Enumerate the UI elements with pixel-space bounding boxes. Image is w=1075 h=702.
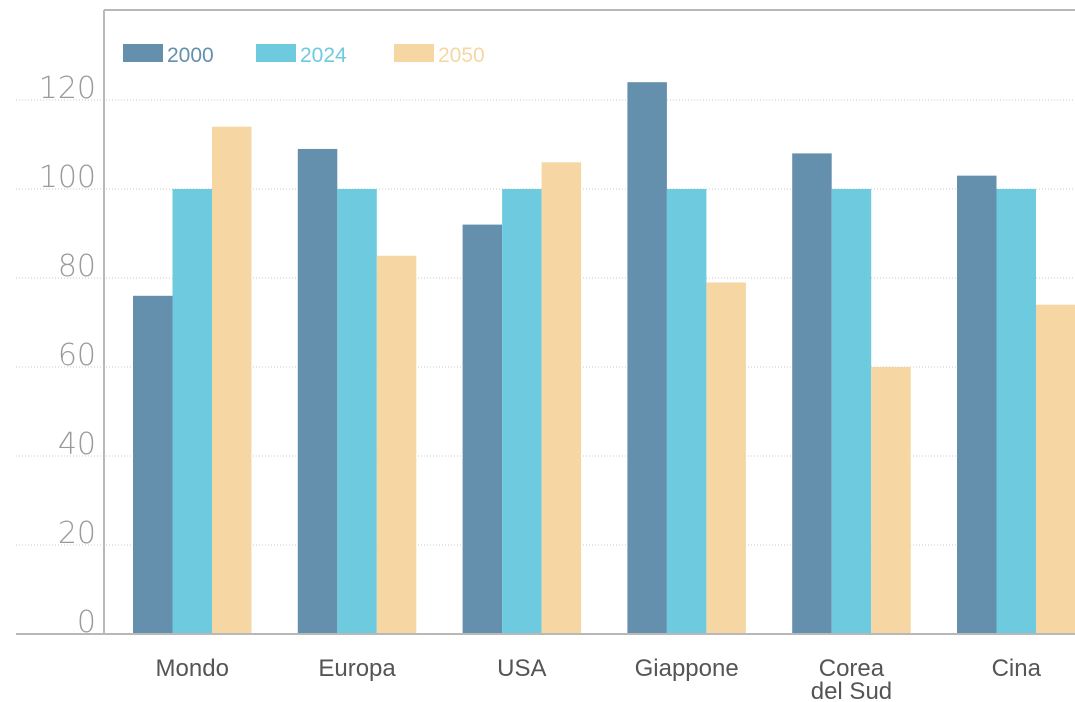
bar-2024-usa (502, 189, 542, 634)
legend-label-2024: 2024 (300, 44, 347, 67)
axes (16, 9, 1075, 635)
bar-2000-corea-del-sud (792, 153, 832, 634)
y-tick-label: 120 (39, 71, 96, 106)
x-tick-label: Cina (992, 655, 1042, 682)
x-tick-label: Mondo (156, 655, 229, 682)
y-tick-label: 80 (58, 249, 96, 284)
x-tick-label: Europa (318, 655, 396, 682)
legend-label-2050: 2050 (438, 44, 485, 67)
bar-2024-corea-del-sud (831, 189, 872, 634)
bar-2050-corea-del-sud (871, 367, 911, 634)
legend-label-2000: 2000 (167, 44, 214, 67)
y-tick-label: 60 (58, 338, 96, 373)
x-tick-label: Corea del Sud (811, 655, 892, 702)
x-tick-label: Giappone (635, 655, 739, 682)
bar-2050-usa (541, 162, 582, 635)
y-tick-label: 100 (39, 160, 96, 195)
y-tick-label: 40 (58, 427, 96, 462)
bar-2024-cina (996, 189, 1036, 634)
y-axis-tick-labels: 0 20 40 60 80 100 120 (39, 71, 96, 640)
y-tick-label: 0 (77, 605, 96, 640)
legend-swatch-2024 (256, 44, 296, 62)
bars (133, 82, 1075, 635)
bar-2024-mondo (172, 189, 212, 634)
bar-2000-mondo (133, 295, 173, 634)
bar-2024-europa (337, 189, 377, 634)
bar-2050-giappone (706, 282, 746, 634)
bar-2000-europa (297, 148, 338, 634)
legend: 2000 2024 2050 (123, 44, 485, 67)
bar-2000-cina (957, 175, 997, 634)
bar-2000-giappone (627, 82, 667, 634)
bar-2050-mondo (212, 126, 252, 634)
legend-swatch-2000 (123, 44, 163, 62)
bar-2050-europa (376, 255, 417, 634)
x-tick-label: USA (497, 655, 546, 682)
bar-2050-cina (1036, 304, 1075, 634)
x-axis-tick-labels: Mondo Europa USA Giappone Corea del Sud Cina (156, 655, 1042, 702)
legend-swatch-2050 (394, 44, 434, 62)
y-tick-label: 20 (58, 516, 96, 551)
bar-2024-giappone (666, 189, 707, 634)
bar-2000-usa (462, 224, 503, 634)
